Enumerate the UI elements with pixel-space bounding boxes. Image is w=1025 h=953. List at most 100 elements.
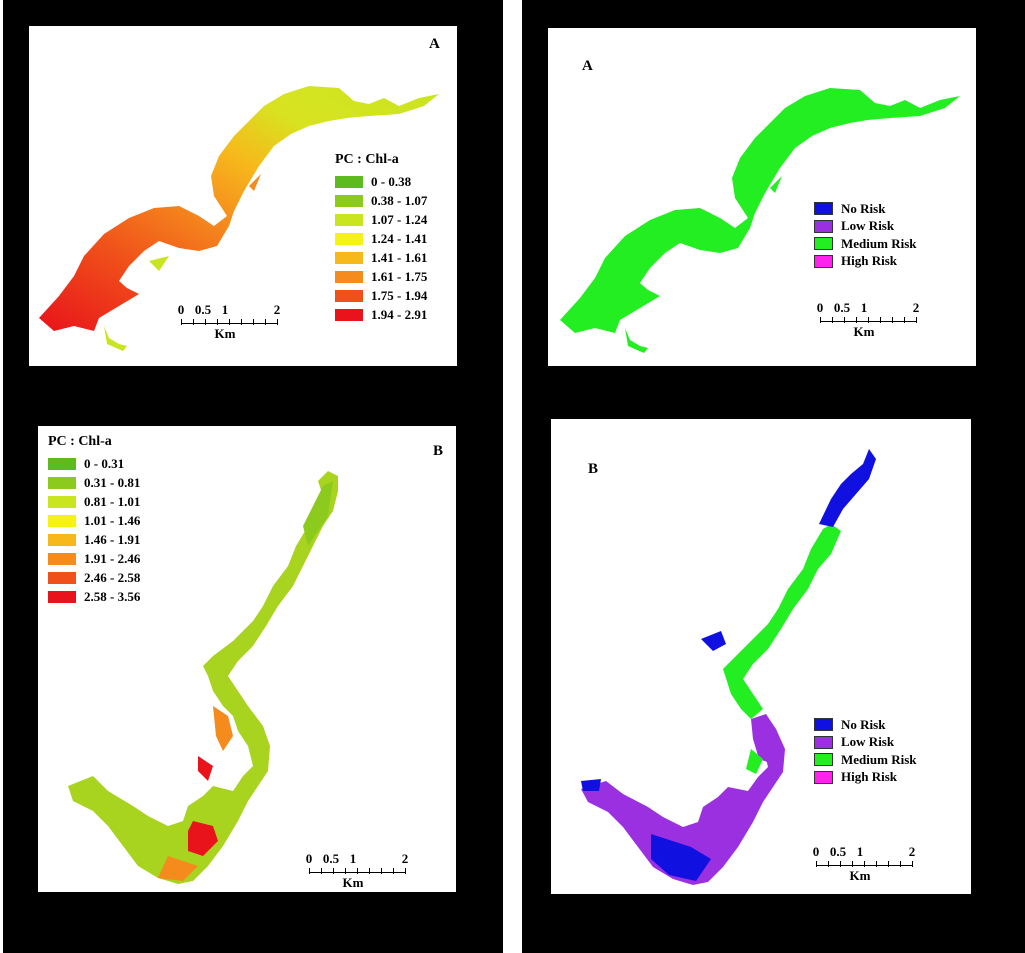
scale-bar: 0 0.5 1 2 Km <box>177 302 281 342</box>
scale-tick <box>277 319 278 325</box>
longitude-tick-label: 86°4'30''W <box>15 921 82 936</box>
legend-swatch <box>335 308 363 321</box>
scale-tick <box>193 319 194 325</box>
legend-item: Low Risk <box>814 218 916 236</box>
legend-label: 2.58 - 3.56 <box>84 588 141 604</box>
scale-tick <box>844 317 845 323</box>
legend-label: 0.31 - 0.81 <box>84 474 141 490</box>
scale-tick <box>856 317 857 323</box>
longitude-tick-label: 85°55'30''W <box>207 4 281 19</box>
legend-item: No Risk <box>814 200 916 218</box>
legend-item: Medium Risk <box>814 235 916 253</box>
legend-label: 0 - 0.31 <box>84 455 125 471</box>
left-bottom-map-frame: B PC : Chl-a 0 - 0.31 0.31 - 0.81 0.81 - 1… <box>37 425 457 893</box>
legend-item: 0 - 0.31 <box>48 454 140 473</box>
scale-label: 0 <box>812 844 820 859</box>
legend-item: Low Risk <box>814 734 916 752</box>
longitude-tick-label: 85°57'0''W <box>627 369 694 384</box>
legend-label: No Risk <box>841 200 886 216</box>
scale-label: 2 <box>401 851 409 866</box>
legend-swatch <box>48 476 76 489</box>
legend-item: No Risk <box>814 716 916 734</box>
scale-bar: 0 0.5 1 2 Km <box>812 844 916 884</box>
scale-tick <box>900 861 901 867</box>
legend-item: Medium Risk <box>814 751 916 769</box>
scale-tick <box>888 861 889 867</box>
scale-tick <box>892 317 893 323</box>
scale-unit: Km <box>342 875 364 890</box>
scale-tick <box>333 868 334 874</box>
longitude-tick-label: 86°3'0''W <box>132 403 192 418</box>
latitude-tick-label: 39°55'30''N <box>5 235 20 305</box>
scale-label: 0.5 <box>194 302 212 317</box>
legend-item: 2.58 - 3.56 <box>48 587 140 606</box>
scale-label: 0.5 <box>833 300 851 315</box>
legend-swatch <box>814 735 833 749</box>
longitude-tick-label: 85°58'30''W <box>13 4 87 19</box>
longitude-tick-label: 85°54'0''W <box>821 4 888 19</box>
scale-tick <box>828 861 829 867</box>
left-top-reservoir-map <box>39 86 439 351</box>
legend-swatch <box>48 552 76 565</box>
legend-label: High Risk <box>841 253 897 269</box>
longitude-tick-label: 85°55'30''W <box>207 373 281 388</box>
latitude-tick-label: 39°57'0''N <box>1002 37 1017 100</box>
legend-swatch <box>814 202 833 216</box>
scale-label: 1 <box>860 300 868 315</box>
scale-label: 0 <box>177 302 185 317</box>
longitude-tick-label: 86°1'30''W <box>775 396 842 411</box>
longitude-tick-label: 85°54'0''W <box>307 4 374 19</box>
legend-item: 1.01 - 1.46 <box>48 511 140 530</box>
map-letter-b: B <box>433 443 444 459</box>
scale-tick <box>880 317 881 323</box>
legend-label: 1.07 - 1.24 <box>371 211 428 227</box>
scale-label: 2 <box>912 300 920 315</box>
legend-label: Medium Risk <box>841 751 917 767</box>
latitude-tick-label: 40°6'0''N <box>478 666 493 722</box>
longitude-tick-label: 85°58'30''W <box>525 369 599 384</box>
legend-item: 0.81 - 1.01 <box>48 492 140 511</box>
scale-unit: Km <box>214 326 236 341</box>
left-bottom-reservoir-map <box>68 471 338 884</box>
left-top-map-frame: A PC : Chl-a 0 - 0.38 0.38 - 1.07 1.07 - 1… <box>28 25 458 367</box>
legend-swatch <box>335 251 363 264</box>
scale-label: 0 <box>305 851 313 866</box>
longitude-tick-label: 86°4'30''W <box>533 396 600 411</box>
scale-tick <box>816 861 817 867</box>
latitude-tick-label: 39°57'0''N <box>481 37 496 100</box>
chl-legend-a: PC : Chl-a 0 - 0.38 0.38 - 1.07 1.07 - 1.2… <box>335 152 427 324</box>
right-top-reservoir-map <box>560 88 960 353</box>
scale-tick <box>345 868 346 874</box>
legend-swatch <box>335 232 363 245</box>
legend-label: No Risk <box>841 716 886 732</box>
latitude-tick-label: 40°6'0''N <box>529 742 544 798</box>
reservoir-shape <box>560 88 960 333</box>
scale-tick <box>852 861 853 867</box>
legend-swatch <box>814 237 833 251</box>
chl-legend-b: PC : Chl-a 0 - 0.31 0.31 - 0.81 0.81 - 1.0… <box>48 434 140 606</box>
legend-swatch <box>814 753 833 767</box>
scale-tick <box>205 319 206 325</box>
reservoir-shape <box>68 471 338 884</box>
legend-item: High Risk <box>814 253 916 271</box>
scale-tick <box>253 319 254 325</box>
map-letter-a: A <box>429 36 440 52</box>
legend-label: 0 - 0.38 <box>371 173 412 189</box>
longitude-tick-label: 86°1'30''W <box>243 403 310 418</box>
scale-tick <box>321 868 322 874</box>
longitude-tick-label: 85°57'0''W <box>115 373 182 388</box>
scale-bar: 0 0.5 1 2 Km <box>817 300 920 340</box>
legend-rows: 0 - 0.38 0.38 - 1.07 1.07 - 1.24 1.24 - 1.4… <box>335 172 427 324</box>
longitude-tick-label: 85°58'30''W <box>525 4 599 19</box>
legend-label: 1.01 - 1.46 <box>84 512 141 528</box>
scale-tick <box>181 319 182 325</box>
scale-tick <box>912 861 913 867</box>
latitude-tick-label: 40°4'30''N <box>1005 809 1020 872</box>
longitude-tick-label: 86°4'30''W <box>545 913 612 928</box>
latitude-tick-label: 39°55'30''N <box>481 153 496 223</box>
scale-tick <box>357 868 358 874</box>
longitude-tick-label: 85°57'0''W <box>627 4 694 19</box>
longitude-tick-label: 85°54'0''W <box>307 373 374 388</box>
